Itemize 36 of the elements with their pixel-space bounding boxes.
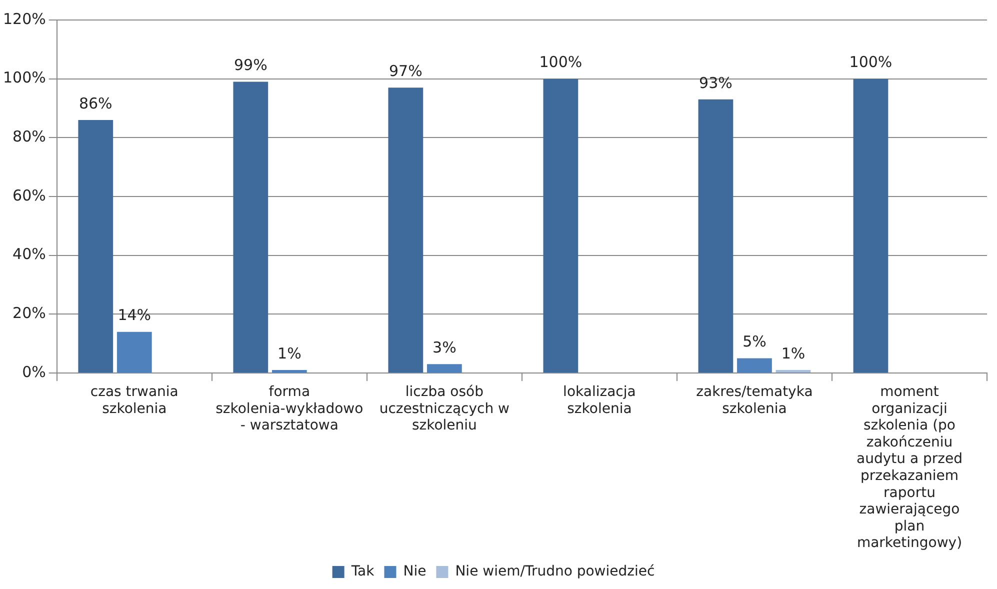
x-tick-label: forma szkolenia-wykładowo - warsztatowa (216, 384, 364, 434)
data-label: 14% (118, 306, 152, 324)
data-label: 99% (234, 56, 268, 74)
legend-label: Nie wiem/Trudno powiedzieć (455, 564, 655, 580)
y-tick-label: 100% (2, 68, 46, 87)
bar (116, 332, 152, 372)
y-tick-label: 80% (12, 128, 46, 146)
y-tick-label: 0% (22, 362, 46, 381)
bar (233, 82, 268, 372)
data-label: 1% (278, 344, 302, 362)
category-label: moment organizacji szkolenia (po zakończeniu audytu a przed przekazaniem raportu zawierającego plan marketingowy) (856, 384, 962, 552)
x-tick-label: lokalizacja szkolenia (563, 384, 636, 417)
bar (426, 364, 462, 372)
data-label: 3% (432, 338, 456, 357)
data-label: 1% (781, 344, 806, 362)
bar (388, 88, 424, 372)
legend-label: Nie (403, 564, 426, 580)
data-label: 97% (389, 62, 422, 80)
data-label: 100% (849, 53, 892, 72)
y-tick-label: 60% (12, 186, 46, 204)
data-label: 93% (699, 74, 732, 92)
bar (737, 358, 772, 372)
data-label: 86% (78, 94, 112, 112)
legend-label: Tak (350, 564, 376, 580)
y-tick-label: 40% (12, 245, 46, 264)
bar (698, 99, 734, 372)
data-label: 100% (539, 53, 582, 72)
y-tick-label: 20% (12, 304, 46, 322)
x-tick-label: zakres/tematyka szkolenia (696, 384, 813, 417)
data-label: 5% (742, 332, 766, 351)
bar (853, 78, 888, 372)
bar (78, 120, 114, 372)
x-tick-label: liczba osób uczestniczących w szkoleniu (379, 384, 510, 434)
bar (543, 78, 578, 372)
y-tick-label: 120% (2, 10, 46, 28)
x-tick-label: czas trwania szkolenia (90, 384, 178, 417)
